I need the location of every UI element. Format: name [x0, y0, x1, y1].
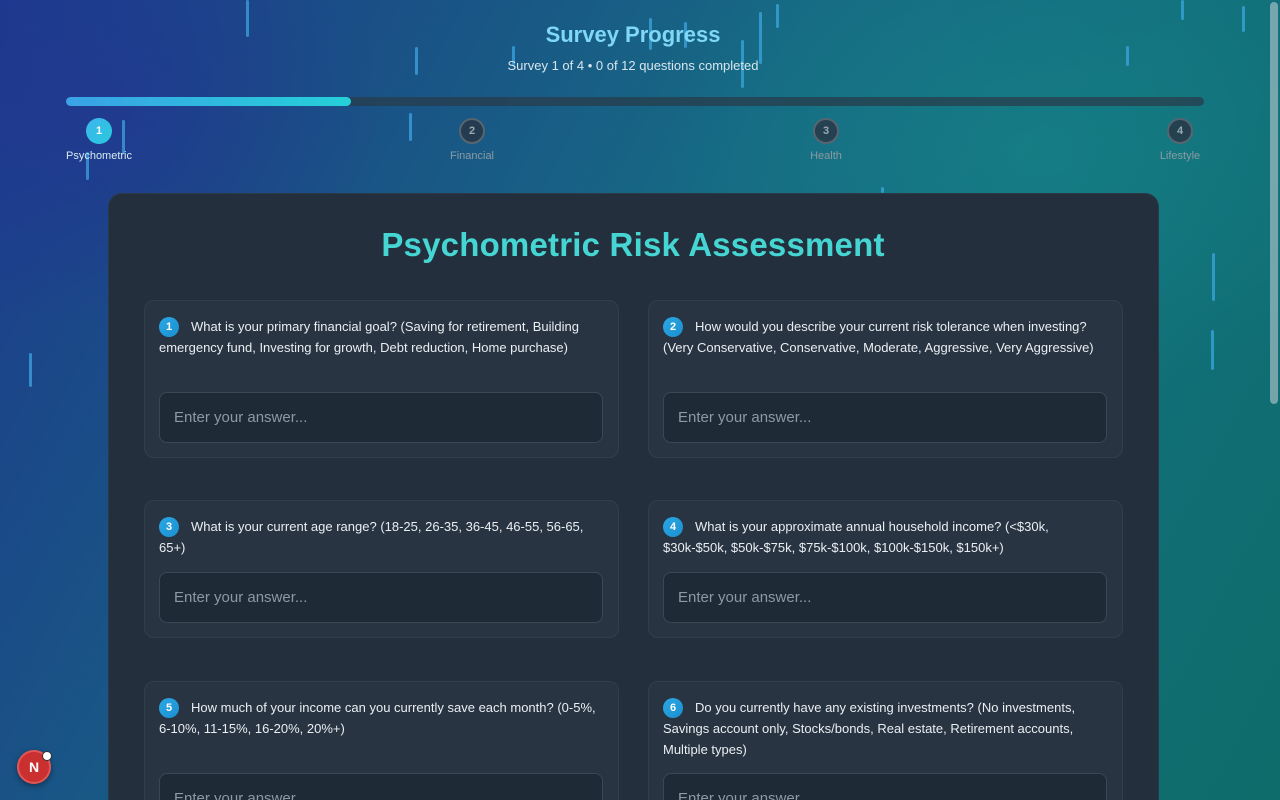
answer-input-3[interactable]	[159, 572, 603, 623]
question-text: 4 What is your approximate annual househo…	[663, 516, 1109, 558]
question-text: 3 What is your current age range? (18-25,…	[159, 516, 605, 558]
survey-progress-bar	[66, 97, 1204, 106]
page-scrollbar[interactable]	[1268, 0, 1280, 800]
survey-progress-subtitle: Survey 1 of 4 • 0 of 12 questions comple…	[507, 58, 759, 73]
scrollbar-thumb[interactable]	[1270, 2, 1278, 404]
question-card-6: 6 Do you currently have any existing inve…	[648, 681, 1123, 800]
question-text: 6 Do you currently have any existing inve…	[663, 697, 1109, 760]
question-number-badge: 5	[159, 698, 179, 718]
survey-progress-title: Survey Progress	[545, 22, 721, 47]
step-label: Psychometric	[65, 150, 133, 162]
assessment-title: Psychometric Risk Assessment	[381, 226, 885, 263]
question-label: What is your current age range? (18-25, …	[159, 519, 584, 555]
step-number-badge: 3	[813, 118, 839, 144]
question-card-1: 1 What is your primary financial goal? (S…	[144, 300, 619, 458]
question-number-badge: 3	[159, 517, 179, 537]
answer-input-1[interactable]	[159, 392, 603, 443]
question-number-badge: 2	[663, 317, 683, 337]
question-card-2: 2 How would you describe your current ris…	[648, 300, 1123, 458]
answer-input-6[interactable]	[663, 773, 1107, 800]
step-number-badge: 2	[459, 118, 485, 144]
step-number-badge: 4	[1167, 118, 1193, 144]
question-label: What is your primary financial goal? (Sa…	[159, 319, 580, 355]
step-label: Lifestyle	[1159, 150, 1201, 162]
n-badge-button[interactable]: N	[17, 750, 51, 784]
question-label: How would you describe your current risk…	[663, 319, 1094, 355]
answer-input-4[interactable]	[663, 572, 1107, 623]
notification-dot-icon	[42, 751, 52, 761]
question-text: 1 What is your primary financial goal? (S…	[159, 316, 605, 358]
step-health[interactable]: 3 Health	[766, 118, 886, 162]
answer-input-2[interactable]	[663, 392, 1107, 443]
step-label: Health	[810, 150, 842, 162]
question-label: How much of your income can you currentl…	[159, 700, 596, 736]
question-card-5: 5 How much of your income can you current…	[144, 681, 619, 800]
answer-input-5[interactable]	[159, 773, 603, 800]
step-psychometric[interactable]: 1 Psychometric	[39, 118, 159, 162]
step-lifestyle[interactable]: 4 Lifestyle	[1120, 118, 1240, 162]
question-text: 5 How much of your income can you current…	[159, 697, 605, 739]
question-number-badge: 6	[663, 698, 683, 718]
question-text: 2 How would you describe your current ris…	[663, 316, 1109, 358]
question-number-badge: 1	[159, 317, 179, 337]
survey-progress-fill	[66, 97, 351, 106]
question-card-4: 4 What is your approximate annual househo…	[648, 500, 1123, 638]
question-number-badge: 4	[663, 517, 683, 537]
question-label: What is your approximate annual househol…	[663, 519, 1049, 555]
step-number-badge: 1	[86, 118, 112, 144]
step-label: Financial	[449, 150, 495, 162]
step-financial[interactable]: 2 Financial	[412, 118, 532, 162]
question-label: Do you currently have any existing inves…	[663, 700, 1076, 757]
question-card-3: 3 What is your current age range? (18-25,…	[144, 500, 619, 638]
